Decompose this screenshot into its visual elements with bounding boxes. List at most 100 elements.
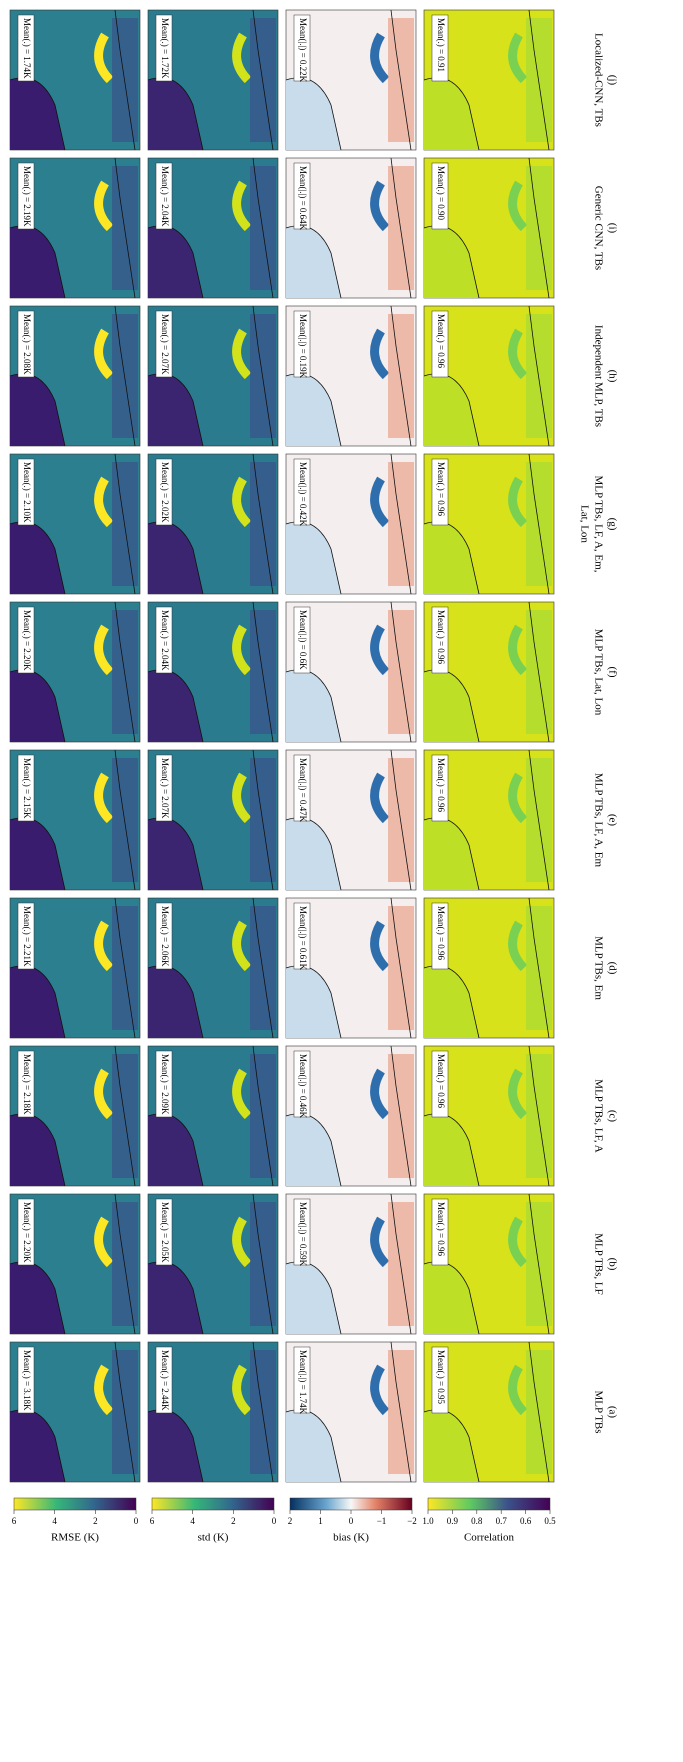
map-feature bbox=[232, 772, 252, 824]
mean-box bbox=[293, 1346, 311, 1414]
map-region bbox=[10, 1113, 65, 1186]
coastline bbox=[423, 1341, 550, 1483]
coastline bbox=[423, 749, 550, 891]
map-region bbox=[148, 521, 203, 594]
coastline bbox=[9, 749, 136, 891]
mean-box bbox=[155, 14, 173, 82]
map-region bbox=[112, 906, 138, 1030]
mean-label: Mean(|.|) = 1.74K bbox=[298, 1350, 308, 1415]
map-feature bbox=[232, 180, 252, 232]
mean-label: Mean(.) = 0.96 bbox=[436, 1054, 446, 1109]
colorbar-tick-label: 0 bbox=[272, 1516, 277, 1526]
map-region bbox=[526, 314, 552, 438]
map-panel: Mean(.) = 2.21K bbox=[9, 897, 141, 1039]
map-region bbox=[148, 817, 203, 890]
coastline bbox=[423, 305, 550, 447]
colorbar-tick-label: 0.7 bbox=[496, 1516, 508, 1526]
coastline bbox=[423, 9, 550, 151]
map-feature bbox=[508, 180, 528, 232]
map-panel: Mean(.) = 2.06K bbox=[147, 897, 279, 1039]
mean-box bbox=[293, 162, 311, 230]
coastline bbox=[147, 1341, 274, 1483]
map-region bbox=[10, 373, 65, 446]
map-region bbox=[424, 373, 479, 446]
map-panel: Mean(.) = 2.09K bbox=[147, 1045, 279, 1187]
mean-label: Mean(.) = 2.09K bbox=[160, 1054, 170, 1115]
map-feature bbox=[370, 1068, 390, 1120]
colorbar-tick-label: 4 bbox=[190, 1516, 195, 1526]
map-region bbox=[286, 817, 341, 890]
mean-box bbox=[155, 606, 173, 674]
map-region bbox=[112, 166, 138, 290]
map-panel: Mean(|.|) = 0.59K bbox=[285, 1193, 417, 1335]
map-panel: Mean(.) = 2.08K bbox=[9, 305, 141, 447]
mean-box bbox=[17, 310, 35, 378]
colorbar-tick-label: 1 bbox=[318, 1516, 323, 1526]
method-label: Independent MLP, TBs bbox=[592, 325, 604, 427]
map-feature bbox=[232, 920, 252, 972]
map-panel: Mean(.) = 2.07K bbox=[147, 749, 279, 891]
mean-box bbox=[17, 14, 35, 82]
map-panel: Mean(.) = 2.07K bbox=[147, 305, 279, 447]
method-label: (h) bbox=[606, 370, 618, 383]
mean-box bbox=[293, 310, 311, 378]
map-panel: Mean(|.|) = 1.74K bbox=[285, 1341, 417, 1483]
map-feature bbox=[232, 32, 252, 84]
mean-label: Mean(.) = 2.06K bbox=[160, 906, 170, 967]
map-feature bbox=[370, 920, 390, 972]
map-feature bbox=[508, 476, 528, 528]
map-region bbox=[286, 669, 341, 742]
mean-label: Mean(.) = 2.20K bbox=[22, 610, 32, 671]
map-feature bbox=[232, 1068, 252, 1120]
method-label: (j) bbox=[606, 75, 618, 86]
map-region bbox=[526, 462, 552, 586]
colorbar bbox=[151, 1497, 275, 1511]
colorbar bbox=[427, 1497, 551, 1511]
map-region bbox=[286, 373, 341, 446]
coastline bbox=[147, 157, 274, 299]
method-label: MLP TBs, LF, A, Em bbox=[592, 773, 604, 868]
map-region bbox=[250, 166, 276, 290]
mean-box bbox=[17, 162, 35, 230]
colorbar-tick-label: 1.0 bbox=[422, 1516, 434, 1526]
colorbar-tick-label: −1 bbox=[377, 1516, 387, 1526]
coastline bbox=[285, 1341, 412, 1483]
mean-label: Mean(|.|) = 0.19K bbox=[298, 314, 308, 379]
map-region bbox=[112, 1202, 138, 1326]
map-panel: Mean(.) = 2.02K bbox=[147, 453, 279, 595]
mean-label: Mean(.) = 0.96 bbox=[436, 758, 446, 813]
map-panel: Mean(.) = 1.74K bbox=[9, 9, 141, 151]
map-region bbox=[10, 1261, 65, 1334]
mean-label: Mean(.) = 1.74K bbox=[22, 18, 32, 79]
map-region bbox=[388, 1350, 414, 1474]
mean-label: Mean(.) = 2.15K bbox=[22, 758, 32, 819]
map-feature bbox=[370, 1364, 390, 1416]
map-region bbox=[424, 1409, 479, 1482]
mean-box bbox=[293, 902, 311, 970]
mean-label: Mean(|.|) = 0.6K bbox=[298, 610, 308, 670]
map-feature bbox=[94, 32, 114, 84]
map-feature bbox=[94, 1216, 114, 1268]
map-panel: Mean(.) = 2.20K bbox=[9, 601, 141, 743]
mean-box bbox=[293, 754, 311, 822]
colorbar-tick-label: 6 bbox=[150, 1516, 155, 1526]
map-region bbox=[424, 77, 479, 150]
mean-label: Mean(|.|) = 0.22K bbox=[298, 18, 308, 83]
coastline bbox=[9, 9, 136, 151]
mean-box bbox=[293, 14, 311, 82]
coastline bbox=[147, 897, 274, 1039]
mean-label: Mean(|.|) = 0.42K bbox=[298, 462, 308, 527]
method-label: (i) bbox=[606, 223, 618, 234]
coastline bbox=[423, 897, 550, 1039]
map-panel: Mean(.) = 2.19K bbox=[9, 157, 141, 299]
map-region bbox=[424, 521, 479, 594]
map-region bbox=[250, 1350, 276, 1474]
map-region bbox=[148, 1113, 203, 1186]
method-label: MLP TBs bbox=[592, 1390, 604, 1433]
mean-label: Mean(.) = 2.02K bbox=[160, 462, 170, 523]
colorbar-tick-label: 2 bbox=[231, 1516, 236, 1526]
map-region bbox=[10, 77, 65, 150]
colorbar-tick-label: 0 bbox=[134, 1516, 139, 1526]
coastline bbox=[285, 749, 412, 891]
